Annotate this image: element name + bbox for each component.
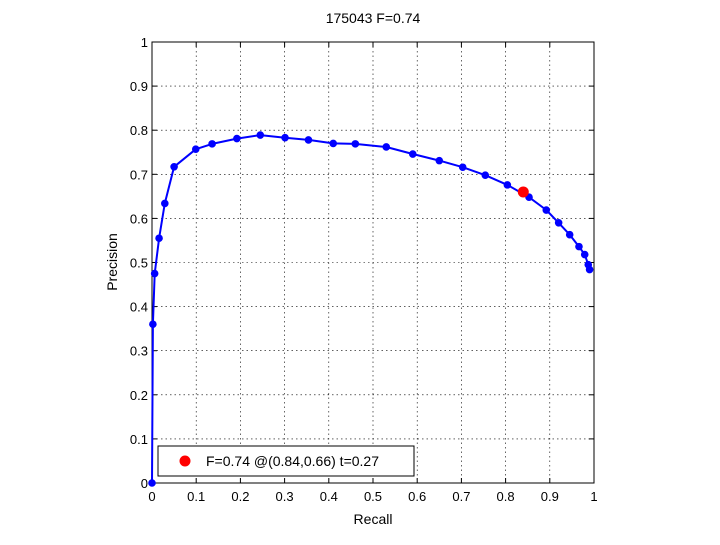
x-tick-label: 0.7 (452, 489, 470, 504)
x-tick-label: 0.6 (408, 489, 426, 504)
x-tick-label: 0.4 (320, 489, 338, 504)
pr-curve-point (481, 171, 490, 179)
y-tick-label: 0.8 (130, 123, 148, 138)
pr-curve-point (150, 269, 159, 278)
pr-curve-point (161, 199, 169, 208)
x-tick-label: 0.2 (231, 489, 249, 504)
plot-area: 0 0.1 0.2 0.3 0.4 0.5 0.6 0.7 0.8 0.9 1 0 0.1 0.2 0.3 0… (130, 35, 598, 504)
pr-curve-point (351, 140, 360, 148)
pr-curve-point (304, 136, 313, 144)
y-tick-label: 0 (141, 476, 148, 491)
legend: F=0.74 @(0.84,0.66) t=0.27 (157, 445, 415, 477)
x-tick-label: 0.5 (364, 489, 382, 504)
pr-curve-point (554, 219, 563, 227)
x-tick-label: 0.9 (541, 489, 559, 504)
y-axis-label: Precision (104, 233, 120, 291)
pr-curve-point (408, 150, 417, 158)
x-tick-label: 0 (148, 489, 155, 504)
y-tick-label: 0.2 (130, 388, 148, 403)
x-tick-label: 0.3 (276, 489, 294, 504)
y-tick-label: 0.7 (130, 167, 148, 182)
y-tick-label: 0.5 (130, 256, 148, 271)
pr-curve-point (208, 140, 216, 148)
y-tick-label: 1 (141, 35, 148, 50)
pr-curve-point (191, 145, 200, 153)
pr-curve-point (575, 242, 583, 251)
pr-curve-point (435, 156, 444, 165)
y-tick-label: 0.6 (130, 211, 148, 226)
pr-curve-point (585, 265, 594, 274)
pr-curve-line (151, 134, 591, 484)
pr-curve-point (149, 320, 157, 329)
pr-curve-point (565, 230, 574, 239)
y-tick-label: 0.9 (130, 79, 148, 94)
y-tick-label: 0.1 (130, 432, 148, 447)
pr-curve-point (542, 206, 551, 214)
pr-curve-point (458, 163, 467, 172)
pr-curve-point (503, 181, 512, 189)
legend-marker (179, 455, 191, 467)
pr-curve-point (148, 479, 156, 487)
pr-curve-point (256, 131, 265, 139)
y-tick-label: 0.4 (130, 300, 148, 315)
x-tick-label: 0.1 (187, 489, 205, 504)
pr-curve-point (382, 143, 391, 151)
pr-curve-point (233, 134, 241, 143)
pr-curve-point (170, 163, 178, 171)
chart-title: 175043 F=0.74 (326, 10, 421, 26)
x-axis-label: Recall (354, 511, 393, 527)
pr-curve-point (580, 250, 589, 259)
x-tick-label: 1 (590, 489, 597, 504)
pr-curve-point (155, 234, 163, 243)
legend-label: F=0.74 @(0.84,0.66) t=0.27 (206, 453, 379, 469)
pr-curve-point (281, 133, 289, 142)
y-tick-label: 0.3 (130, 344, 148, 359)
legend-box (157, 445, 415, 477)
x-tick-label: 0.8 (497, 489, 515, 504)
pr-curve-point (329, 139, 338, 148)
best-f-point (517, 186, 529, 198)
